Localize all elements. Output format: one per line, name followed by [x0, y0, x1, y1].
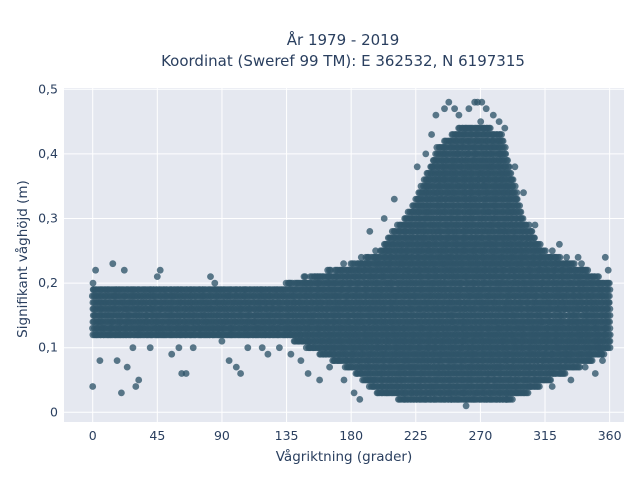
data-point: [89, 279, 97, 287]
data-point: [486, 124, 494, 132]
data-point: [477, 118, 485, 125]
data-point: [301, 273, 309, 280]
data-points: [88, 98, 614, 410]
data-point: [372, 247, 379, 255]
chart-title-line-2: Koordinat (Sweref 99 TM): E 362532, N 61…: [161, 52, 525, 70]
chart-title-line-1: År 1979 - 2019: [287, 30, 400, 49]
data-point: [340, 260, 347, 268]
